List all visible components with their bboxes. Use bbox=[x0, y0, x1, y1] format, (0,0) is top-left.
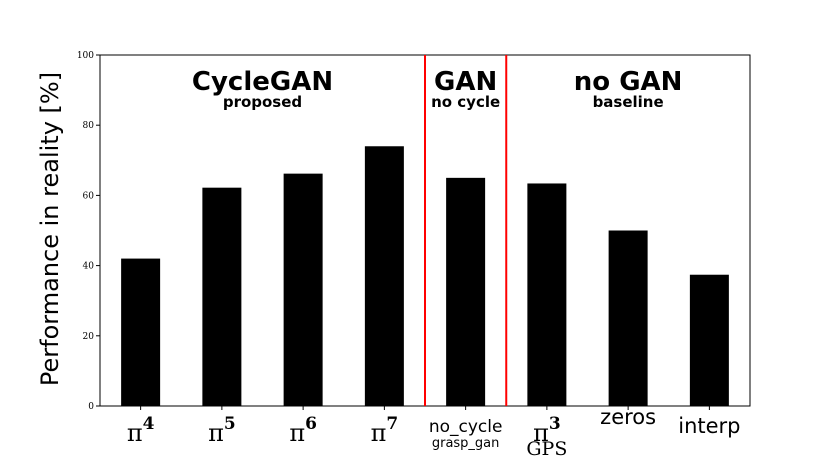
y-axis: 0 20 40 60 80 100 bbox=[77, 51, 100, 412]
x-tick-label-4: no_cycle bbox=[429, 417, 503, 437]
y-tick-label-5: 100 bbox=[77, 51, 94, 61]
bar-0 bbox=[121, 258, 161, 406]
group-subtitle-0: proposed bbox=[223, 93, 302, 111]
bars bbox=[121, 146, 729, 406]
x-tick-label-5: π3 bbox=[533, 414, 561, 447]
x-tick-label-superscript: 5 bbox=[224, 414, 236, 434]
x-tick-label-7: interp bbox=[678, 414, 740, 438]
y-axis-label: Performance in reality [%] bbox=[36, 72, 64, 386]
bar-6 bbox=[608, 230, 648, 406]
x-tick-label-0: π4 bbox=[127, 414, 155, 447]
x-tick-label-base: π bbox=[533, 419, 549, 447]
y-tick-label-4: 80 bbox=[83, 121, 95, 131]
x-tick-label-superscript: 3 bbox=[549, 414, 561, 434]
group-title-1: GAN bbox=[434, 67, 497, 97]
y-tick-label-3: 60 bbox=[83, 191, 95, 201]
bar-4 bbox=[446, 177, 486, 406]
bar-7 bbox=[689, 274, 729, 406]
x-tick-label-2: π6 bbox=[289, 414, 317, 447]
y-tick-label-1: 20 bbox=[83, 332, 95, 342]
x-tick-label-superscript: 7 bbox=[386, 414, 398, 434]
group-title-2: no GAN bbox=[574, 67, 683, 97]
bar-1 bbox=[202, 187, 242, 406]
x-tick-sublabel-5: GPS bbox=[526, 438, 567, 457]
x-tick-label-superscript: 4 bbox=[143, 414, 155, 434]
x-tick-label-3: π7 bbox=[371, 414, 399, 447]
group-subtitle-2: baseline bbox=[593, 93, 664, 111]
group-separators bbox=[424, 55, 508, 406]
x-tick-label-base: π bbox=[371, 419, 387, 447]
bar-2 bbox=[283, 173, 323, 406]
y-tick-label-2: 40 bbox=[83, 262, 95, 272]
y-tick-label-0: 0 bbox=[88, 402, 94, 412]
group-title-0: CycleGAN bbox=[192, 67, 333, 97]
x-tick-sublabel-4: grasp_gan bbox=[432, 436, 500, 451]
x-tick-label-6: zeros bbox=[600, 405, 656, 429]
group-subtitle-1: no cycle bbox=[431, 93, 500, 111]
x-tick-label-1: π5 bbox=[208, 414, 236, 447]
x-tick-label-superscript: 6 bbox=[305, 414, 317, 434]
x-tick-label-base: π bbox=[127, 419, 143, 447]
x-tick-label-base: π bbox=[289, 419, 305, 447]
bar-3 bbox=[364, 146, 404, 406]
bar-5 bbox=[527, 183, 567, 406]
x-tick-label-base: π bbox=[208, 419, 224, 447]
